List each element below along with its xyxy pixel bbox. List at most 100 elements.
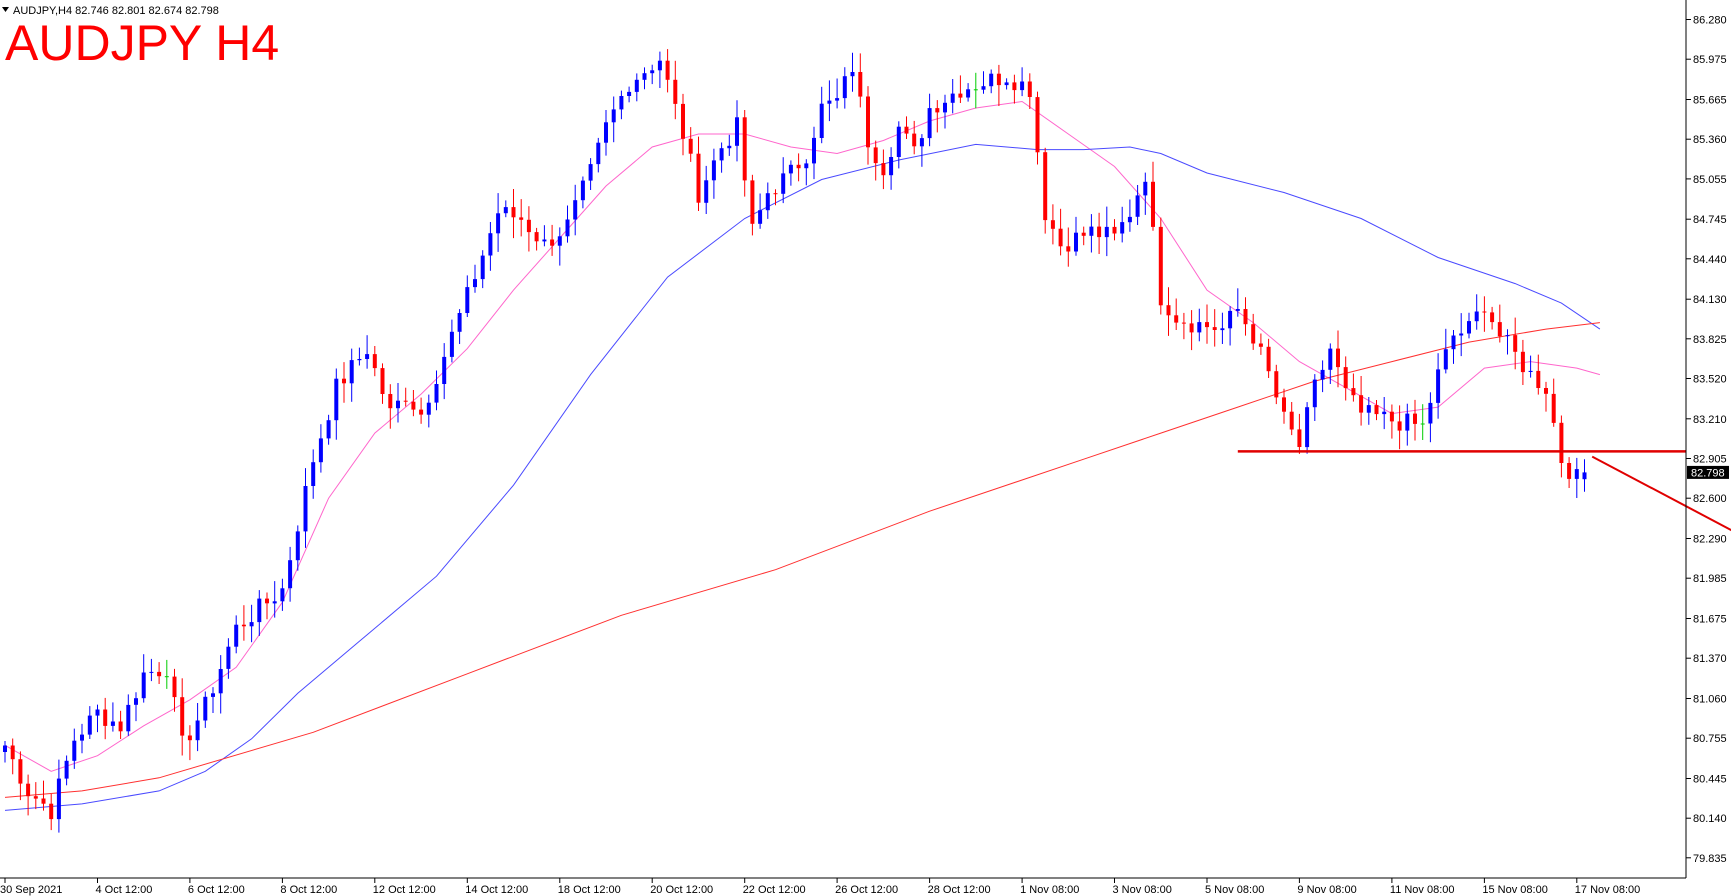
candle-body — [180, 697, 185, 736]
candle-body — [1151, 181, 1155, 227]
candle-body — [1258, 343, 1263, 347]
candle — [588, 158, 593, 190]
candle-body — [442, 356, 447, 384]
candle-body — [26, 783, 31, 797]
candle — [49, 794, 54, 831]
candle — [904, 116, 909, 139]
candle — [889, 147, 894, 190]
candle-body — [49, 803, 54, 820]
candle-body — [1559, 422, 1564, 463]
candle — [804, 159, 809, 186]
candle-body — [796, 164, 801, 169]
candle — [750, 174, 755, 236]
candle — [280, 578, 285, 611]
candle — [827, 80, 832, 122]
candle-body — [226, 646, 231, 669]
candle-body — [773, 193, 778, 195]
candle — [873, 140, 878, 181]
time-tick-label: 15 Nov 08:00 — [1482, 884, 1547, 896]
candle-body — [1320, 369, 1325, 380]
candle-body — [1536, 370, 1541, 388]
candle — [1212, 309, 1217, 347]
candle — [742, 110, 747, 197]
price-tick-label: 81.370 — [1693, 653, 1727, 665]
candle — [1551, 378, 1556, 427]
price-tick-label: 81.675 — [1693, 614, 1727, 626]
candle-body — [711, 160, 716, 181]
candle — [1066, 227, 1071, 267]
candle-body — [1235, 309, 1240, 311]
candle-body — [1520, 351, 1525, 373]
candle-body — [318, 438, 323, 463]
candle-body — [3, 745, 7, 752]
candle — [403, 387, 408, 407]
candle-body — [550, 239, 555, 246]
candle — [919, 134, 924, 167]
candle-body — [326, 420, 331, 439]
candle-body — [1405, 413, 1410, 431]
candle — [288, 546, 293, 602]
candle — [1220, 312, 1225, 344]
candle-body — [1189, 323, 1194, 333]
candle-body — [950, 93, 955, 103]
candle — [241, 605, 246, 641]
candle-body — [1004, 82, 1009, 86]
candle-body — [1212, 327, 1217, 330]
candle-body — [334, 378, 339, 421]
candle — [118, 710, 123, 739]
candle-body — [349, 360, 354, 384]
candle-body — [565, 219, 570, 237]
candle-body — [1312, 379, 1317, 408]
candle — [442, 343, 447, 400]
candle-body — [788, 164, 793, 174]
time-tick-label: 5 Nov 08:00 — [1205, 884, 1264, 896]
candle-body — [195, 720, 200, 741]
candle — [511, 189, 516, 239]
candle — [1436, 353, 1441, 419]
candle — [1158, 217, 1163, 315]
price-tick-label: 81.060 — [1693, 694, 1727, 706]
candle — [842, 67, 847, 109]
candle-body — [889, 157, 894, 176]
candle-body — [95, 709, 100, 716]
candle — [303, 468, 308, 548]
candle — [1528, 355, 1533, 378]
candle — [1174, 298, 1179, 330]
candle-body — [919, 138, 924, 147]
candle — [103, 697, 108, 740]
candle — [449, 319, 454, 363]
candle — [704, 165, 709, 214]
candle — [1505, 329, 1510, 355]
candle-body — [881, 163, 886, 176]
candle — [927, 93, 932, 147]
price-tick-label: 82.600 — [1693, 493, 1727, 505]
candle — [1497, 304, 1502, 343]
candle-body — [1251, 324, 1256, 344]
chart-menu-triangle-icon[interactable] — [2, 7, 9, 12]
candle — [1181, 312, 1186, 340]
candle — [650, 64, 655, 85]
candle — [758, 193, 763, 229]
candle-body — [1020, 81, 1025, 91]
candle — [473, 264, 477, 293]
candle — [542, 225, 547, 247]
candle — [56, 759, 61, 833]
candle — [164, 659, 169, 689]
candle-body — [727, 145, 732, 149]
candle — [580, 176, 585, 209]
time-tick-label: 6 Oct 12:00 — [188, 884, 245, 896]
time-tick-label: 3 Nov 08:00 — [1113, 884, 1172, 896]
candle-body — [503, 207, 508, 214]
candle-body — [80, 734, 84, 741]
candle — [611, 96, 616, 143]
candle-body — [1336, 348, 1340, 368]
candle-body — [627, 91, 632, 96]
price-tick-label: 80.445 — [1693, 774, 1727, 786]
candle — [619, 90, 624, 120]
candle-body — [1112, 226, 1117, 234]
candle-body — [996, 73, 1001, 86]
candle — [380, 363, 385, 404]
candle — [149, 658, 154, 682]
moving-average-line-2 — [4, 143, 1601, 811]
candle-body — [1582, 472, 1587, 480]
